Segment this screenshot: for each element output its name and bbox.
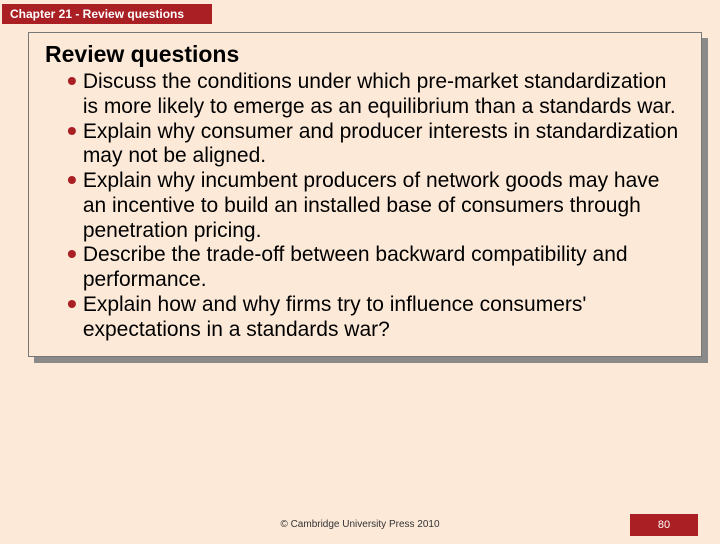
list-item-text: Describe the trade-off between backward … bbox=[83, 243, 687, 293]
copyright-text: © Cambridge University Press 2010 bbox=[0, 519, 720, 530]
content-panel: Review questions • Discuss the condition… bbox=[28, 32, 702, 357]
list-item-text: Explain why consumer and producer intere… bbox=[83, 120, 687, 170]
page-number: 80 bbox=[630, 514, 698, 536]
content-panel-wrap: Review questions • Discuss the condition… bbox=[28, 32, 702, 357]
bullet-icon: • bbox=[67, 293, 77, 315]
list-item: • Describe the trade-off between backwar… bbox=[67, 243, 687, 293]
panel-title: Review questions bbox=[45, 41, 687, 68]
bullet-icon: • bbox=[67, 169, 77, 191]
list-item: • Explain why consumer and producer inte… bbox=[67, 120, 687, 170]
list-item-text: Explain how and why firms try to influen… bbox=[83, 293, 687, 343]
list-item-text: Explain why incumbent producers of netwo… bbox=[83, 169, 687, 243]
list-item: • Discuss the conditions under which pre… bbox=[67, 70, 687, 120]
bullet-icon: • bbox=[67, 243, 77, 265]
bullet-icon: • bbox=[67, 120, 77, 142]
list-item-text: Discuss the conditions under which pre-m… bbox=[83, 70, 687, 120]
list-item: • Explain how and why firms try to influ… bbox=[67, 293, 687, 343]
bullet-list: • Discuss the conditions under which pre… bbox=[45, 70, 687, 342]
chapter-header: Chapter 21 - Review questions bbox=[2, 4, 212, 24]
bullet-icon: • bbox=[67, 70, 77, 92]
list-item: • Explain why incumbent producers of net… bbox=[67, 169, 687, 243]
